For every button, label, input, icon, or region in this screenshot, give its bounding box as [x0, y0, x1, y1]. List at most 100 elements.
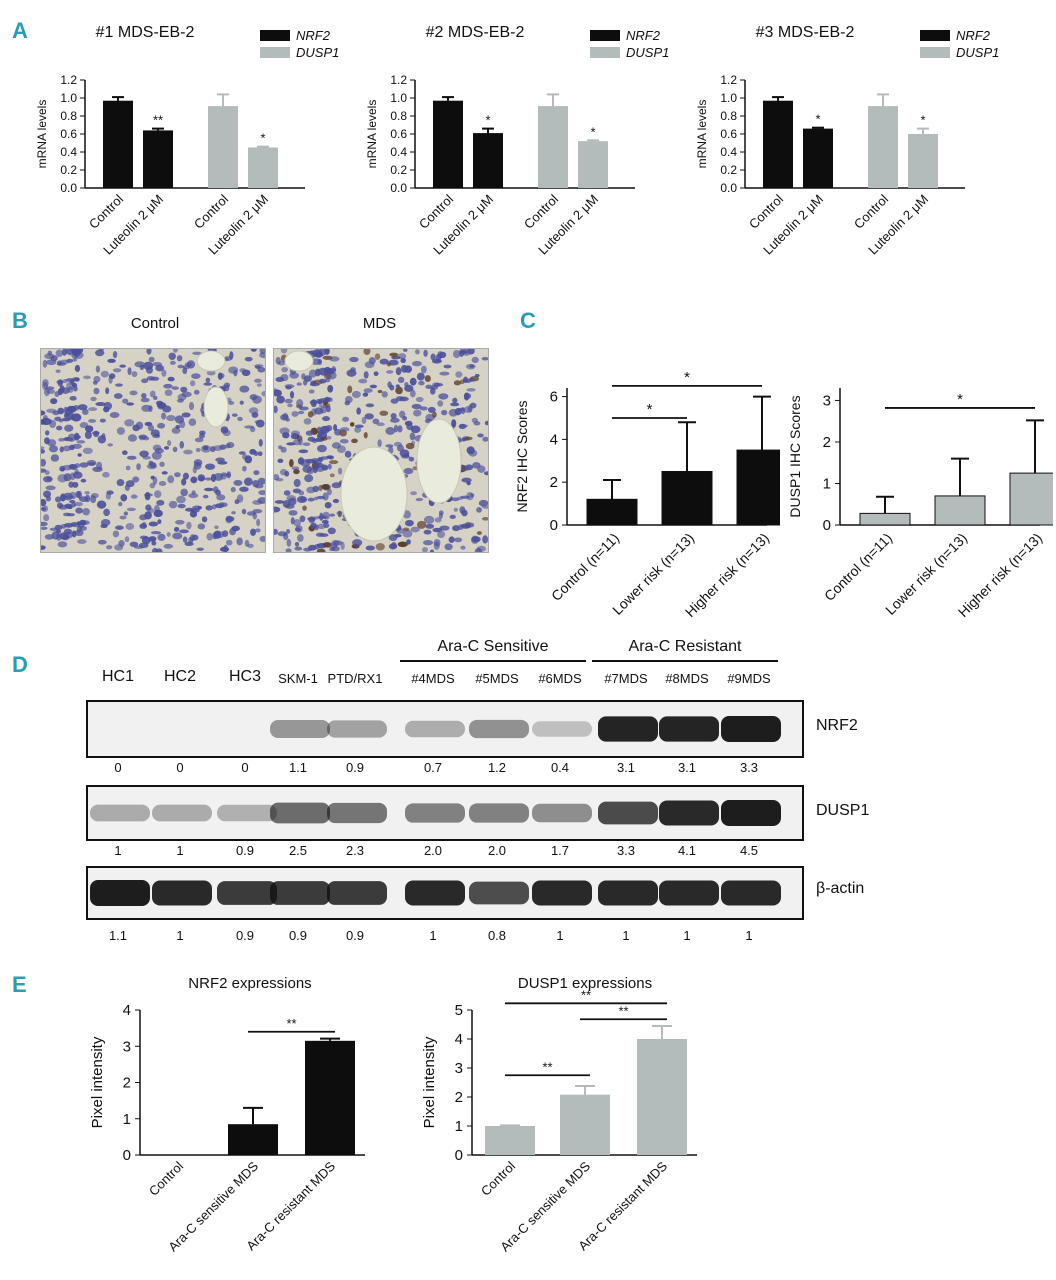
y-tick-label: 1.0	[720, 91, 737, 105]
y-axis-label: Pixel intensity	[421, 1036, 438, 1128]
cell-nucleus	[321, 464, 329, 471]
group-label-sensitive: Ara-C Sensitive	[437, 638, 549, 655]
cell-nucleus	[44, 437, 50, 445]
cell-nucleus	[395, 386, 403, 395]
cell-nucleus	[197, 506, 202, 510]
cell-nucleus	[118, 501, 123, 507]
y-tick-label: 4	[550, 431, 558, 448]
cell-nucleus	[188, 536, 194, 544]
cell-nucleus	[41, 545, 46, 550]
cell-nucleus	[190, 476, 198, 484]
cell-nucleus	[254, 483, 264, 489]
blot-values-beta-actin: 1.1 1 0.9 0.9 0.9 1 0.8 1 1 1 1	[0, 928, 1056, 946]
cell-nucleus	[405, 442, 415, 450]
cell-nucleus	[197, 523, 206, 530]
panel-c-chart-dusp1: 0 1 2 3 DUSP1 IHC Scores Control (n=11)Lower …	[787, 388, 1053, 620]
cell-nucleus	[223, 544, 228, 552]
blot-band	[217, 804, 277, 822]
band-intensity-value: 4.1	[677, 843, 697, 858]
blot-dusp1	[86, 785, 804, 841]
cell-nucleus	[478, 499, 488, 507]
significance-star: *	[815, 112, 820, 127]
band-intensity-value: 1	[176, 843, 184, 858]
cell-nucleus	[319, 406, 328, 414]
cell-nucleus	[415, 349, 420, 355]
cell-nucleus	[302, 442, 311, 447]
band-intensity-value: 2.0	[423, 843, 443, 858]
cell-nucleus	[191, 373, 201, 380]
cell-nucleus	[70, 522, 78, 527]
cell-nucleus	[102, 471, 110, 478]
blot-band	[721, 716, 781, 742]
cell-nucleus	[327, 488, 332, 496]
cell-nucleus	[182, 536, 188, 543]
cell-nucleus	[86, 459, 97, 466]
cell-nucleus	[285, 503, 295, 509]
cell-nucleus	[179, 440, 185, 449]
cell-nucleus	[131, 371, 138, 378]
cell-nucleus	[302, 465, 313, 473]
cell-nucleus	[205, 377, 211, 383]
cell-nucleus	[362, 392, 369, 397]
cell-nucleus	[288, 510, 298, 516]
cell-nucleus	[195, 447, 201, 453]
cell-nucleus	[99, 418, 106, 423]
cell-nucleus	[159, 461, 165, 467]
legend-swatch-dusp1	[260, 47, 290, 58]
y-tick-label: 0	[123, 1147, 131, 1164]
cell-nucleus	[386, 370, 394, 374]
cell-nucleus	[166, 414, 176, 422]
cell-nucleus	[403, 349, 408, 352]
cell-nucleus	[192, 351, 202, 356]
cell-nucleus	[322, 511, 331, 520]
cell-nucleus	[423, 515, 435, 524]
cell-nucleus	[124, 536, 130, 543]
cell-nucleus	[66, 358, 74, 363]
cell-nucleus	[334, 428, 342, 436]
blot-band	[532, 880, 592, 906]
y-tick-label: 1	[123, 1111, 131, 1128]
cell-nucleus	[311, 458, 319, 463]
cell-nucleus	[261, 390, 265, 397]
cell-nucleus	[459, 424, 469, 428]
bar	[208, 106, 238, 188]
cell-nucleus	[41, 499, 47, 507]
cell-nucleus	[347, 385, 353, 394]
cell-nucleus	[220, 426, 229, 434]
cell-nucleus	[107, 443, 114, 447]
cell-nucleus	[461, 477, 472, 483]
cell-nucleus	[397, 541, 408, 548]
bar	[560, 1094, 610, 1155]
blot-label-nrf2: NRF2	[816, 717, 858, 734]
cell-nucleus	[69, 499, 76, 504]
y-tick-label: 0.4	[60, 145, 77, 159]
cell-nucleus	[197, 474, 206, 482]
blot-band	[469, 881, 529, 905]
band-intensity-value: 0.8	[487, 928, 507, 943]
cell-nucleus	[308, 369, 317, 378]
y-tick-label: 0.8	[720, 109, 737, 123]
cell-nucleus	[161, 471, 168, 475]
cell-nucleus	[150, 475, 155, 480]
cell-nucleus	[415, 497, 424, 502]
cell-nucleus	[259, 535, 265, 543]
cell-nucleus	[239, 385, 250, 393]
cell-nucleus	[74, 529, 84, 537]
panel-e-chart-nrf2: NRF2 expressions 0 1 2 3 4 Pixel intensity Cont…	[89, 975, 365, 1254]
cell-nucleus	[329, 356, 340, 362]
cell-nucleus	[106, 490, 114, 495]
cell-nucleus	[77, 453, 82, 457]
chart-title: NRF2 expressions	[188, 975, 311, 992]
cell-nucleus	[56, 362, 66, 366]
cell-nucleus	[205, 505, 213, 511]
significance-star: *	[485, 113, 490, 128]
cell-nucleus	[141, 521, 147, 528]
cell-nucleus	[119, 515, 127, 520]
cell-nucleus	[205, 463, 216, 470]
cell-nucleus	[322, 416, 331, 422]
cell-nucleus	[72, 443, 82, 449]
blot-band	[659, 880, 719, 906]
bar	[143, 130, 173, 188]
bar	[859, 512, 911, 526]
cell-nucleus	[316, 444, 327, 453]
